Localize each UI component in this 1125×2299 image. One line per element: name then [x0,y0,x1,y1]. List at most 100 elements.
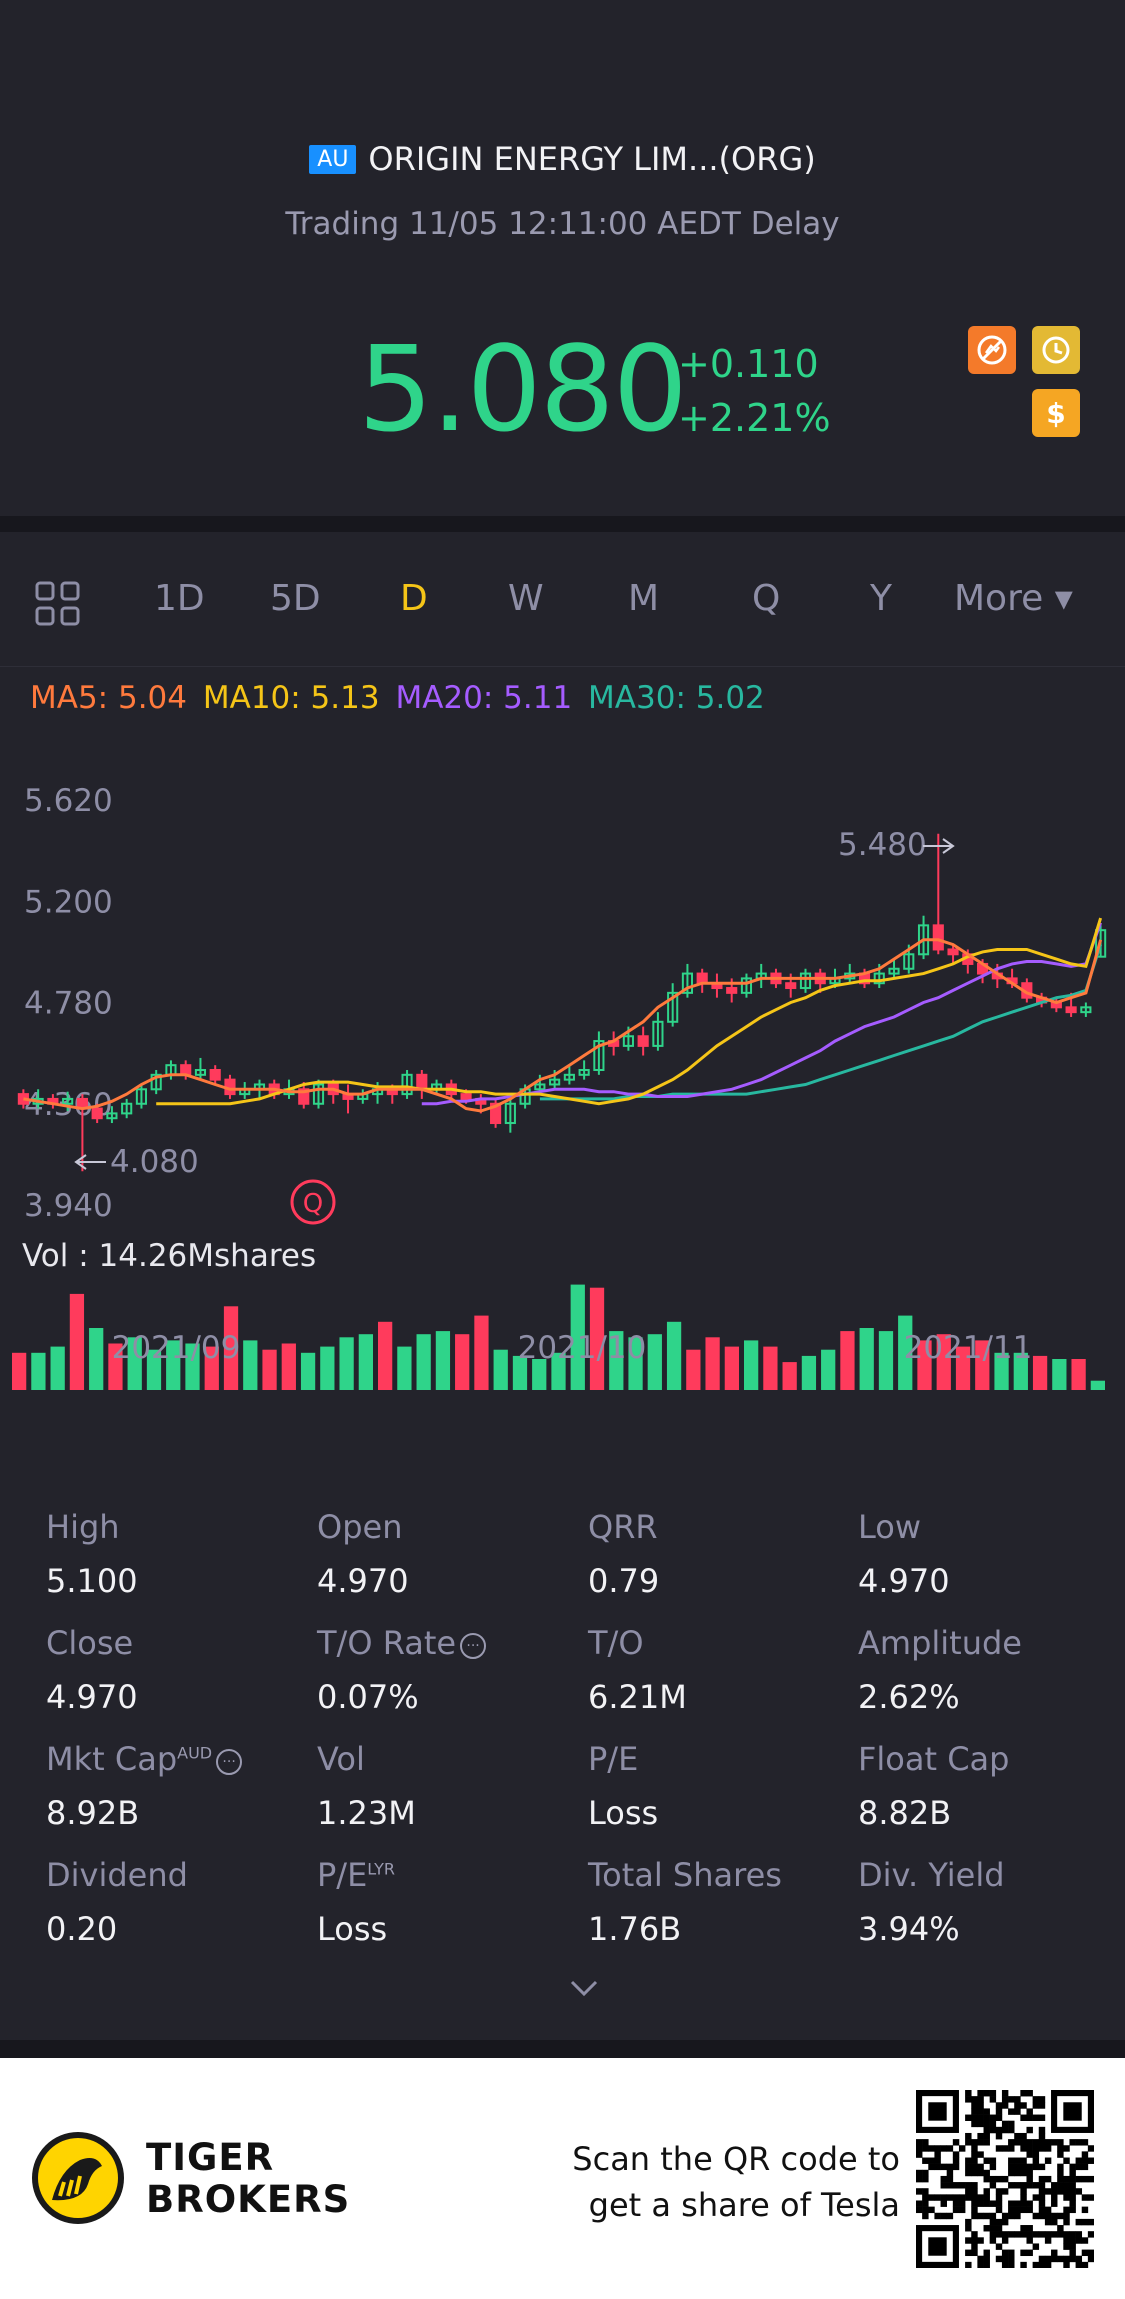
qr-module [946,2163,954,2171]
q-marker-icon[interactable] [290,1179,336,1225]
qr-module [934,2163,941,2171]
grid-icon[interactable] [34,580,82,628]
candle-body [91,1107,103,1120]
stat-label: Mkt CapAUD ··· [46,1740,243,1778]
qr-module [1032,2243,1040,2250]
tab-m[interactable]: M [628,578,660,619]
qr-module [1026,2175,1033,2183]
qr-module [1008,2126,1015,2134]
qr-module [1038,2188,1046,2195]
qr-module [1020,2261,1027,2268]
qr-module [971,2102,978,2109]
qr-module [977,2090,984,2097]
qr-module [995,2194,1003,2201]
qr-code[interactable] [916,2090,1094,2268]
qr-module [1026,2231,1033,2238]
qr-module [1008,2157,1015,2164]
qr-module [946,2169,954,2177]
volume-bar [917,1340,932,1390]
low-arrow-icon [74,1154,106,1170]
qr-module [1020,2231,1027,2238]
tab-d[interactable]: D [400,578,428,619]
candle-body [549,1078,561,1086]
volume-bar [821,1349,836,1390]
qr-module [952,2206,960,2214]
qr-module [1001,2212,1009,2220]
stat-value: 5.100 [46,1562,138,1600]
qr-module [1075,2175,1083,2183]
qr-module [965,2261,972,2268]
no-short-icon[interactable] [968,326,1016,374]
chevron-down-icon[interactable] [568,1976,600,2000]
ma20-label: MA20: 5.11 [395,680,573,716]
qr-module [1075,2218,1083,2226]
volume-bar [859,1328,874,1390]
stat-label: Low [858,1508,921,1546]
info-icon[interactable]: ··· [216,1749,243,1775]
volume-bar [108,1343,123,1390]
qr-module [965,2139,972,2146]
qr-module [934,2157,941,2164]
qr-module [1026,2200,1033,2207]
qr-module [983,2212,990,2220]
tab-1d[interactable]: 1D [154,578,205,619]
candle-body [681,972,694,994]
qr-module [977,2102,984,2109]
qr-module [1051,2249,1058,2257]
qr-module [971,2237,978,2244]
volume-bar [358,1334,373,1390]
qr-module [971,2157,978,2164]
qr-module [971,2096,978,2103]
qr-module [1014,2139,1021,2146]
qr-module [989,2163,997,2171]
qr-module [1051,2231,1058,2238]
qr-module [1057,2182,1064,2189]
tab-w[interactable]: W [508,578,544,619]
qr-module [1020,2102,1027,2109]
qr-module [977,2255,984,2263]
qr-module [971,2200,978,2207]
qr-module [1026,2090,1033,2097]
qr-module [946,2194,954,2201]
stat-value: 0.79 [588,1562,660,1600]
qr-module [1032,2157,1040,2164]
candle-body [460,1093,472,1100]
candle-body [652,1020,664,1047]
qr-module [989,2120,997,2128]
qr-module [1044,2139,1052,2146]
candle-body [135,1088,148,1105]
qr-module [1014,2212,1021,2220]
qr-module [983,2261,990,2268]
tab-more[interactable]: More ▾ [954,578,1073,619]
volume-bar [69,1293,85,1390]
info-icon[interactable]: ··· [460,1633,487,1659]
candle-body [401,1073,413,1096]
candle-body [504,1102,516,1125]
history-icon[interactable] [1032,326,1080,374]
qr-module [1069,2200,1076,2207]
qr-module [1038,2102,1046,2109]
qr-module [1001,2249,1009,2257]
promo-text-line1: Scan the QR code to [572,2140,900,2178]
qr-module [977,2114,984,2121]
qr-module [965,2249,972,2257]
dollar-icon[interactable]: $ [1032,389,1080,437]
volume-bar [455,1334,470,1390]
qr-module [1008,2120,1015,2128]
tab-y[interactable]: Y [870,578,892,619]
ma10-line [156,917,1103,1106]
qr-module [1069,2182,1076,2189]
qr-module [952,2139,960,2146]
qr-module [1069,2249,1076,2257]
tab-q[interactable]: Q [752,578,781,619]
tab-5d[interactable]: 5D [270,578,321,619]
qr-module [940,2163,947,2171]
qr-module [1014,2206,1021,2214]
qr-module [1063,2194,1070,2201]
qr-module [1038,2212,1046,2220]
qr-module [1032,2261,1040,2268]
qr-module [965,2194,972,2201]
candle-body [534,1083,546,1091]
qr-module [1020,2132,1027,2140]
